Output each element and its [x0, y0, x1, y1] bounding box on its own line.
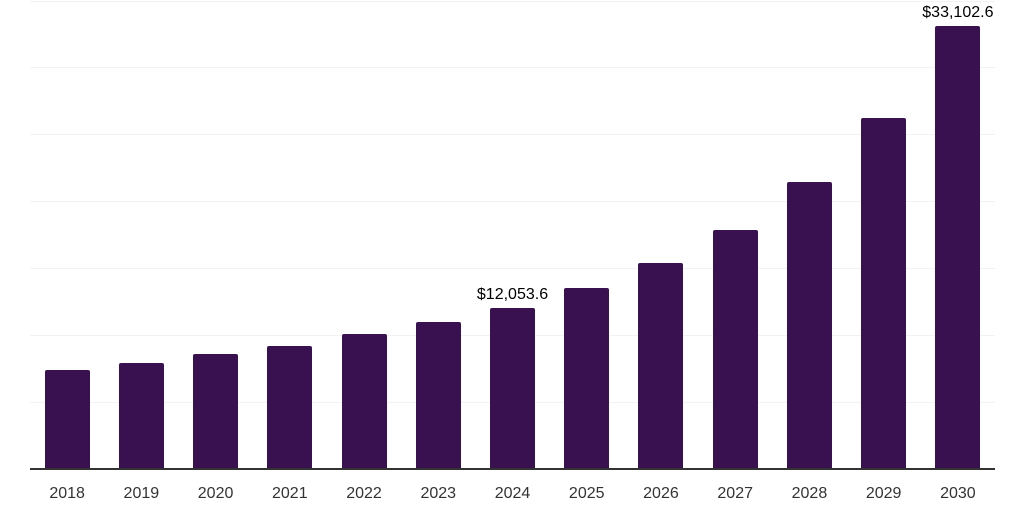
gridline-20000	[30, 201, 995, 203]
x-tick-2025: 2025	[568, 485, 605, 502]
bar-2027	[712, 229, 758, 469]
bar-2023	[415, 321, 461, 469]
x-tick-2028: 2028	[791, 485, 828, 502]
bar-2025	[564, 287, 610, 469]
bar-2019	[118, 362, 164, 469]
bar-2018	[44, 370, 90, 469]
x-tick-2022: 2022	[346, 485, 382, 502]
x-tick-2020: 2020	[197, 485, 234, 502]
x-tick-2029: 2029	[865, 485, 902, 502]
x-tick-2018: 2018	[49, 485, 85, 502]
bar-2026	[638, 263, 684, 469]
gridline-30000	[30, 67, 995, 69]
x-tick-2023: 2023	[420, 485, 457, 502]
data-label-2030: $33,102.6	[922, 4, 994, 22]
x-tick-2021: 2021	[272, 485, 308, 502]
x-tick-2019: 2019	[123, 485, 160, 502]
bar-2022	[341, 333, 387, 469]
gridline-15000	[30, 267, 995, 269]
x-axis-line	[30, 468, 995, 470]
bar-2021	[267, 345, 313, 469]
x-tick-2030: 2030	[940, 485, 976, 502]
bar-2020	[193, 354, 239, 469]
bar-2030	[935, 26, 981, 469]
gridline-35000	[30, 0, 995, 2]
bar-2029	[861, 118, 907, 469]
x-tick-2024: 2024	[494, 485, 531, 502]
gridline-25000	[30, 134, 995, 136]
x-tick-2027: 2027	[717, 485, 753, 502]
data-label-2024: $12,053.6	[476, 285, 549, 303]
x-tick-2026: 2026	[643, 485, 679, 502]
bar-2024	[490, 307, 535, 469]
bar-2028	[786, 182, 832, 469]
